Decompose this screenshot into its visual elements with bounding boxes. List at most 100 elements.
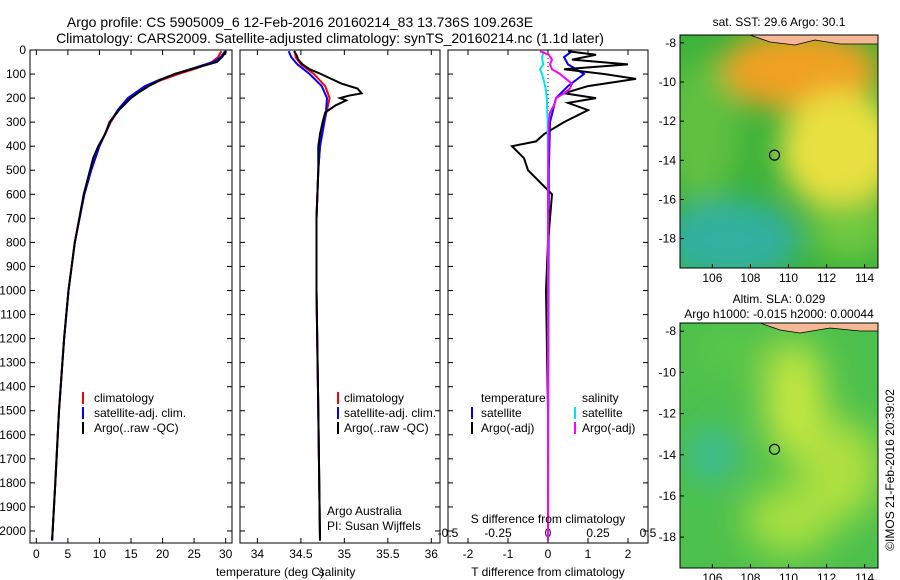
diff-legend-temperature-title: temperature (481, 391, 546, 405)
difference-s-tick-label: -0.5 (438, 526, 459, 540)
sst_map-xtick-label: 108 (740, 271, 760, 285)
sst-map-frame (679, 34, 879, 269)
temperature-ytick-label: 1400 (0, 380, 26, 394)
t-difference-xlabel: T difference from climatology (471, 565, 625, 579)
sst_map-ytick-label: -12 (659, 114, 677, 128)
difference-s-tick-label: -0.25 (484, 526, 512, 540)
s-difference-label: S difference from climatology (471, 512, 626, 526)
temperature-ytick-label: 900 (6, 259, 26, 273)
temperature-ytick-label: 1300 (0, 356, 26, 370)
sla_map-ytick-label: -18 (659, 530, 677, 544)
temperature-frame (29, 49, 233, 544)
temperature-xtick-label: 5 (65, 547, 72, 561)
difference-s-tick-label: 0.5 (640, 526, 657, 540)
sal-annotation-line2: PI: Susan Wijffels (327, 519, 421, 533)
difference-series-3 (539, 50, 574, 541)
temperature-ytick-label: 500 (6, 163, 26, 177)
temperature-ytick-label: 300 (6, 115, 26, 129)
difference-panel: -2 -1 0 1 2-0.5 -0.25 0 0.25 0.5 (438, 49, 657, 561)
sla_map-argo-marker (768, 443, 781, 455)
temperature-ytick-label: 100 (6, 67, 26, 81)
sla-map-title-line1: Altim. SLA: 0.029 (733, 292, 826, 306)
legend-satellite-label: satellite-adj. clim. (94, 406, 186, 420)
salinity-xtick-label: 34 (251, 547, 265, 561)
temperature-series-2 (51, 50, 228, 541)
salinity-xtick-label: 35 (338, 547, 352, 561)
salinity-frame (239, 49, 441, 544)
figure-title-line1: Argo profile: CS 5905009_6 12-Feb-2016 2… (67, 14, 533, 30)
temperature-ytick-label: 1800 (0, 476, 26, 490)
sst-map-field (680, 35, 878, 268)
sla_map-xtick-label: 108 (740, 571, 760, 580)
sst_map-xtick-label: 112 (817, 271, 836, 285)
sla_map-xtick-label: 112 (817, 571, 836, 580)
sst_map-ytick-label: -8 (665, 36, 676, 50)
salinity-xtick-label: 34.5 (289, 547, 313, 561)
temperature-xtick-label: 10 (93, 547, 107, 561)
sla-map-frame (679, 322, 879, 569)
salinity-xlabel: salinity (319, 565, 356, 579)
temperature-ytick-label: 1100 (0, 308, 26, 322)
temperature-ytick-label: 1900 (0, 500, 26, 514)
temperature-ytick-label: 600 (6, 187, 26, 201)
temperature-ytick-label: 0 (19, 43, 26, 57)
sal-annotation-line1: Argo Australia (327, 504, 402, 518)
difference-xtick-label: -2 (463, 547, 474, 561)
temperature-ytick-label: 1000 (0, 283, 26, 297)
sal-legend-climatology-label: climatology (344, 391, 404, 405)
sla-map-title-line2: Argo h1000: -0.015 h2000: 0.00044 (684, 307, 874, 321)
salinity-xtick-label: 36 (425, 547, 439, 561)
temperature-xtick-label: 15 (124, 547, 138, 561)
diff-legend-salinity-title: salinity (582, 391, 619, 405)
salinity-series-2 (293, 50, 364, 541)
diff-legend-sal-satellite-label: satellite (582, 406, 623, 420)
sst_map-ytick-label: -18 (659, 232, 677, 246)
difference-xtick-label: 1 (585, 547, 592, 561)
sst_map-ytick-label: -16 (659, 192, 677, 206)
sst_map-xtick-label: 106 (702, 271, 722, 285)
temperature-xtick-label: 0 (33, 547, 40, 561)
sla_map-xtick-label: 114 (855, 571, 874, 580)
temperature-xlabel: temperature (deg C) (216, 565, 324, 579)
legend-argo-label: Argo(..raw -QC) (94, 421, 179, 435)
sst_map-argo-marker (768, 149, 781, 161)
sla_map-ytick-label: -14 (659, 448, 677, 462)
temperature-xtick-label: 25 (187, 547, 201, 561)
temperature-ytick-label: 700 (6, 211, 26, 225)
temperature-ytick-label: 1200 (0, 332, 26, 346)
temperature-ytick-label: 1500 (0, 404, 26, 418)
legend-climatology-label: climatology (94, 391, 154, 405)
sla_map-xtick-label: 106 (702, 571, 722, 580)
temperature-ytick-label: 1600 (0, 428, 26, 442)
diff-legend-temp-satellite-label: satellite (481, 406, 522, 420)
temperature-xtick-label: 30 (219, 547, 233, 561)
sst_map-xtick-label: 110 (779, 271, 798, 285)
temperature-ytick-label: 2000 (0, 524, 26, 538)
salinity-xtick-label: 35.5 (376, 547, 400, 561)
sla_map-xtick-label: 110 (779, 571, 798, 580)
sst-map-axes: 106 108 110 112 114 -8 -10 -12 -14 -16 -18 (659, 36, 875, 285)
temperature-xtick-label: 20 (156, 547, 170, 561)
diff-legend-sal-argo-label: Argo(-adj) (582, 421, 635, 435)
difference-s-tick-label: 0.25 (586, 526, 610, 540)
sst_map-ytick-label: -10 (659, 75, 677, 89)
sla-map-field (680, 323, 878, 568)
temperature-ytick-label: 1700 (0, 452, 26, 466)
sal-legend-satellite-label: satellite-adj. clim. (344, 406, 436, 420)
difference-xtick-label: 2 (625, 547, 632, 561)
temperature-ytick-label: 200 (6, 91, 26, 105)
salinity-panel: 34 34.5 35 35.5 36 (239, 49, 441, 561)
sla-map-axes: 106 108 110 112 114 -8 -10 -12 -14 -16 -18 (659, 324, 875, 580)
temperature-ytick-label: 400 (6, 139, 26, 153)
figure-title-line2: Climatology: CARS2009. Satellite-adjuste… (56, 30, 604, 46)
difference-xtick-label: -1 (503, 547, 514, 561)
sla_map-ytick-label: -10 (659, 365, 677, 379)
temperature-ytick-label: 800 (6, 235, 26, 249)
difference-series-1 (509, 50, 637, 541)
sal-legend-argo-label: Argo(..raw -QC) (344, 421, 429, 435)
sla_map-ytick-label: -16 (659, 489, 677, 503)
sst_map-ytick-label: -14 (659, 153, 677, 167)
sst_map-xtick-label: 114 (855, 271, 874, 285)
difference-xtick-label: 0 (545, 547, 552, 561)
